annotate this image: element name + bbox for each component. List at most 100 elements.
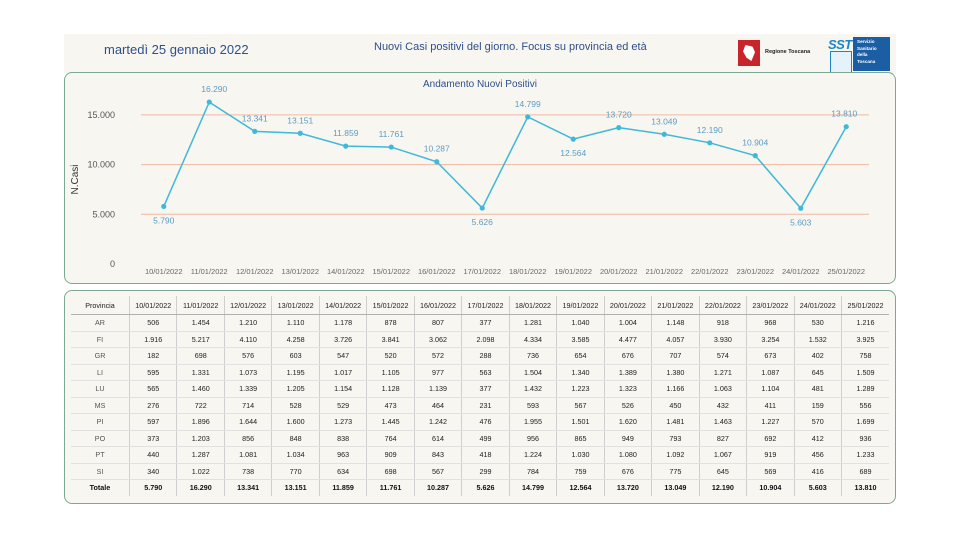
- value-cell: 758: [841, 347, 889, 365]
- table-header-date: 17/01/2022: [461, 296, 510, 315]
- value-cell: 4.258: [271, 331, 320, 348]
- value-cell: 567: [556, 397, 605, 414]
- sst-logo-text: Servizio Sanitario della Toscana: [853, 37, 890, 71]
- x-tick-label: 11/01/2022: [191, 267, 228, 276]
- data-point: [798, 205, 804, 211]
- value-cell: 1.210: [223, 314, 272, 332]
- value-cell: 412: [793, 430, 842, 447]
- value-cell: 1.454: [176, 314, 225, 332]
- value-cell: 528: [271, 397, 320, 414]
- value-cell: 1.030: [556, 446, 605, 464]
- province-cell: LI: [71, 364, 130, 381]
- value-cell: 340: [128, 463, 177, 480]
- value-cell: 288: [461, 347, 510, 365]
- value-cell: 843: [413, 446, 462, 464]
- value-cell: 432: [698, 397, 747, 414]
- value-cell: 1.432: [508, 380, 557, 398]
- value-cell: 793: [651, 430, 700, 447]
- value-cell: 411: [746, 397, 795, 414]
- x-tick-label: 25/01/2022: [827, 267, 865, 276]
- value-cell: 1.233: [841, 446, 889, 464]
- value-cell: 570: [793, 413, 842, 431]
- value-cell: 676: [603, 347, 652, 365]
- table-header-province: Provincia: [71, 296, 130, 315]
- value-cell: 1.154: [318, 380, 367, 398]
- value-cell: 673: [746, 347, 795, 365]
- y-tick-label: 10.000: [87, 160, 115, 170]
- value-cell: 456: [793, 446, 842, 464]
- value-cell: 499: [461, 430, 510, 447]
- table-body: AR 506 1.454 1.210 1.110 1.178 878 807 377 1.281 1…: [71, 314, 889, 496]
- value-cell: 1.955: [508, 413, 557, 431]
- value-cell: 692: [746, 430, 795, 447]
- value-cell: 13.341: [223, 479, 272, 496]
- pegasus-icon: [738, 40, 760, 66]
- data-point: [525, 114, 531, 120]
- chart-title: Andamento Nuovi Positivi: [423, 79, 537, 90]
- value-cell: 440: [128, 446, 177, 464]
- value-cell: 1.644: [223, 413, 272, 431]
- value-cell: 1.110: [271, 314, 320, 332]
- data-point: [752, 153, 758, 159]
- province-cell: AR: [71, 314, 130, 332]
- value-cell: 645: [698, 463, 747, 480]
- value-cell: 1.445: [366, 413, 415, 431]
- value-cell: 1.600: [271, 413, 320, 431]
- data-point: [252, 128, 258, 134]
- value-cell: 1.242: [413, 413, 462, 431]
- data-label: 13.049: [651, 116, 677, 126]
- x-tick-label: 18/01/2022: [509, 267, 547, 276]
- value-cell: 10.287: [413, 479, 462, 496]
- value-cell: 1.281: [508, 314, 557, 332]
- value-cell: 593: [508, 397, 557, 414]
- data-point: [161, 203, 167, 210]
- data-label: 13.810: [831, 109, 857, 119]
- value-cell: 520: [366, 347, 415, 365]
- value-cell: 1.067: [698, 446, 747, 464]
- value-cell: 3.726: [318, 331, 367, 348]
- table-row: MS 276 722 714 528 529 473 464 231 593 567 526 450 43…: [71, 397, 889, 414]
- value-cell: 1.223: [556, 380, 605, 398]
- value-cell: 654: [556, 347, 605, 365]
- value-cell: 1.063: [698, 380, 747, 398]
- data-label: 10.287: [424, 144, 450, 154]
- sst-figure-icon: [830, 51, 852, 73]
- table-row: AR 506 1.454 1.210 1.110 1.178 878 807 377 1.281 1…: [71, 314, 889, 332]
- value-cell: 3.925: [841, 331, 889, 348]
- regione-toscana-logo: Regione Toscana: [738, 40, 818, 68]
- value-cell: 3.841: [366, 331, 415, 348]
- value-cell: 526: [603, 397, 652, 414]
- value-cell: 1.040: [556, 314, 605, 332]
- data-label: 5.790: [153, 215, 175, 225]
- value-cell: 1.501: [556, 413, 605, 431]
- value-cell: 1.460: [176, 380, 225, 398]
- data-label: 5.626: [472, 217, 494, 227]
- value-cell: 3.062: [413, 331, 462, 348]
- x-tick-label: 12/01/2022: [236, 267, 274, 276]
- data-point: [479, 205, 485, 211]
- value-cell: 878: [366, 314, 415, 332]
- value-cell: 556: [841, 397, 889, 414]
- value-cell: 529: [318, 397, 367, 414]
- x-tick-label: 19/01/2022: [554, 267, 592, 276]
- value-cell: 572: [413, 347, 462, 365]
- value-cell: 1.216: [841, 314, 889, 332]
- value-cell: 1.139: [413, 380, 462, 398]
- data-point: [297, 130, 303, 136]
- value-cell: 473: [366, 397, 415, 414]
- province-cell: PO: [71, 430, 130, 447]
- value-cell: 595: [128, 364, 177, 381]
- value-cell: 530: [793, 314, 842, 332]
- regione-toscana-logo-text: Regione Toscana: [765, 49, 811, 55]
- value-cell: 807: [413, 314, 462, 332]
- table-header-date: 10/01/2022: [128, 296, 177, 315]
- province-cell: SI: [71, 463, 130, 480]
- x-tick-label: 15/01/2022: [372, 267, 410, 276]
- value-cell: 770: [271, 463, 320, 480]
- x-tick-label: 24/01/2022: [782, 267, 820, 276]
- value-cell: 1.178: [318, 314, 367, 332]
- value-cell: 764: [366, 430, 415, 447]
- value-cell: 1.532: [793, 331, 842, 348]
- value-cell: 14.799: [508, 479, 557, 496]
- data-label: 13.341: [242, 113, 268, 123]
